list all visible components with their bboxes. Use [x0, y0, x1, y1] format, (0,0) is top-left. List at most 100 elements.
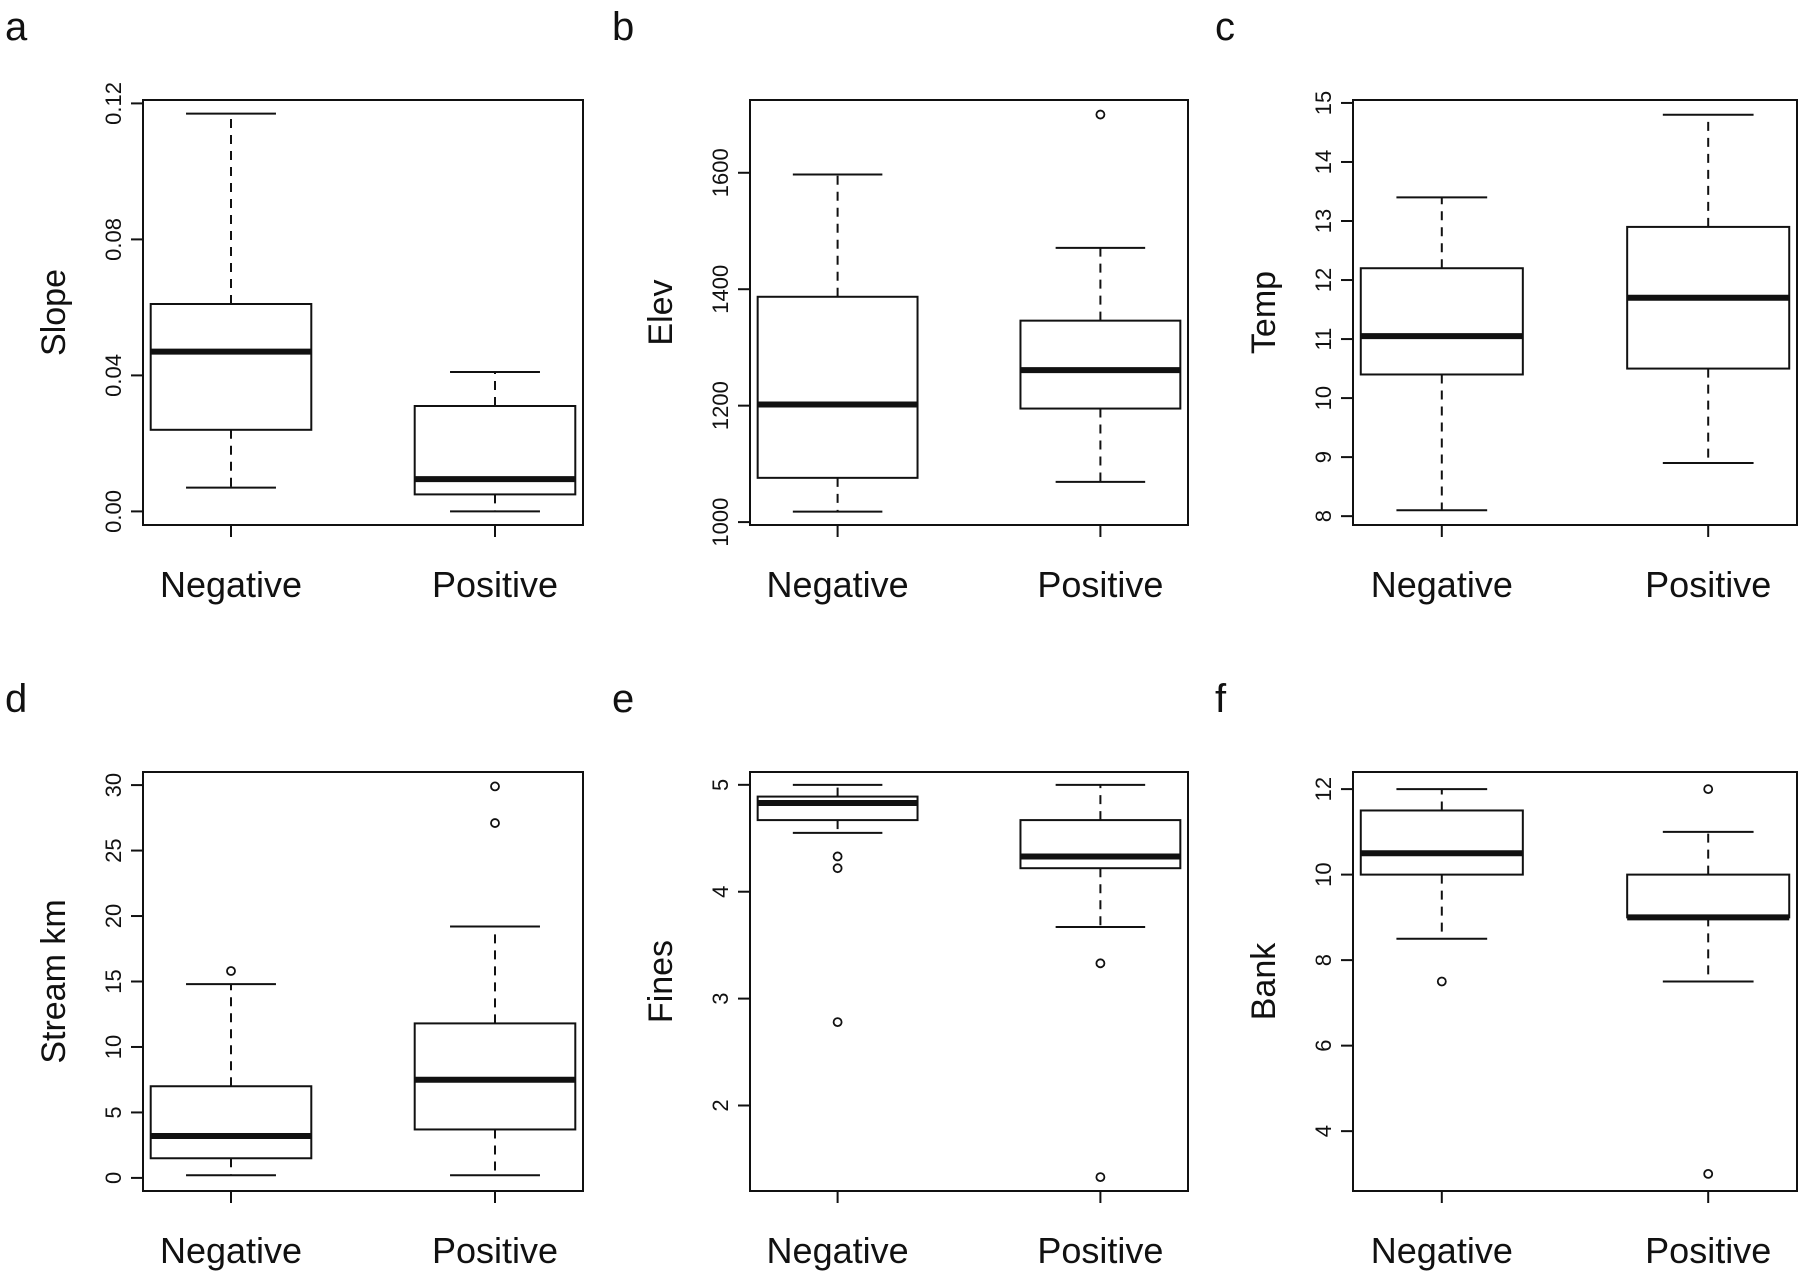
- outlier-point: [832, 1017, 843, 1028]
- iqr-box: [149, 1085, 313, 1160]
- y-axis: 4 6 8 10 12: [1311, 777, 1353, 1137]
- y-tick-label: 0.04: [101, 354, 126, 397]
- y-axis-label: Stream km: [35, 899, 73, 1063]
- y-tick-label: 10: [1311, 386, 1336, 410]
- y-tick-label: 14: [1311, 150, 1336, 174]
- plot-frame: [749, 99, 1189, 526]
- iqr-box: [1019, 819, 1182, 870]
- box-positive: [413, 371, 577, 513]
- x-tick-label: Negative: [767, 564, 909, 605]
- box-negative: [1359, 788, 1524, 987]
- y-tick-label: 12: [1311, 777, 1336, 801]
- boxplot-panel-f: f 4 6 8 10 12 Bank Negative Positive: [1215, 677, 1798, 1271]
- iqr-box: [413, 1022, 577, 1131]
- y-tick-label: 0.12: [101, 82, 126, 125]
- box-positive: [1019, 783, 1182, 1183]
- y-tick-label: 0.00: [101, 490, 126, 533]
- boxplot-panel-e: e 2 3 4 5 Fines Negative Positive: [612, 677, 1189, 1271]
- outlier-point: [1095, 1172, 1106, 1183]
- y-tick-label: 13: [1311, 209, 1336, 233]
- outlier-point: [832, 863, 843, 874]
- y-tick-label: 20: [101, 904, 126, 928]
- boxplot-panel-b: b 1000 1200 1400 1600 Elev Negative Positive: [612, 5, 1189, 605]
- y-tick-label: 5: [708, 779, 733, 791]
- plot-frame: [142, 99, 584, 526]
- x-tick-label: Negative: [160, 1230, 302, 1271]
- box-negative: [149, 966, 313, 1177]
- y-tick-label: 1600: [708, 148, 733, 197]
- y-tick-label: 8: [1311, 510, 1336, 522]
- y-tick-label: 1200: [708, 381, 733, 430]
- box-positive: [1626, 113, 1791, 465]
- y-axis-label: Bank: [1245, 942, 1283, 1020]
- y-tick-label: 30: [101, 773, 126, 797]
- outlier-point: [1095, 109, 1106, 120]
- iqr-box: [1359, 267, 1524, 376]
- boxplot-panel-a: a 0.00 0.04 0.08 0.12 Slope Negative Positive: [5, 5, 584, 605]
- y-tick-label: 2: [708, 1099, 733, 1111]
- boxplot-panel-d: d 0 5 10 15 20 25 30 Stream km Negative Positive: [5, 677, 584, 1271]
- y-tick-label: 0.08: [101, 218, 126, 261]
- outlier-point: [1436, 976, 1447, 987]
- y-axis: 8 9 10 11 12 13 14 15: [1311, 91, 1353, 522]
- y-axis-label: Slope: [35, 269, 73, 356]
- outlier-point: [490, 781, 500, 792]
- panel-letter: e: [612, 677, 634, 721]
- y-tick-label: 5: [101, 1106, 126, 1118]
- y-tick-label: 8: [1311, 954, 1336, 966]
- x-tick-label: Positive: [432, 1230, 558, 1271]
- y-tick-label: 0: [101, 1172, 126, 1184]
- y-tick-label: 15: [1311, 91, 1336, 115]
- y-tick-label: 10: [101, 1035, 126, 1059]
- box-positive: [1019, 109, 1182, 483]
- outlier-point: [1703, 1168, 1714, 1179]
- panel-letter: d: [5, 677, 27, 721]
- y-tick-label: 11: [1311, 328, 1336, 351]
- x-tick-label: Positive: [1645, 1230, 1771, 1271]
- y-tick-label: 6: [1311, 1040, 1336, 1052]
- plot-frame: [749, 771, 1189, 1192]
- y-axis-label: Temp: [1245, 271, 1283, 354]
- y-tick-label: 4: [708, 886, 733, 898]
- iqr-box: [149, 303, 313, 431]
- box-negative: [1359, 196, 1524, 512]
- y-axis: 0.00 0.04 0.08 0.12: [101, 82, 143, 533]
- y-axis: 2 3 4 5: [708, 779, 750, 1112]
- x-tick-label: Positive: [1037, 564, 1163, 605]
- y-tick-label: 1400: [708, 265, 733, 314]
- y-tick-label: 25: [101, 838, 126, 862]
- y-tick-label: 3: [708, 992, 733, 1004]
- y-axis: 0 5 10 15 20 25 30: [101, 773, 143, 1184]
- panel-letter: f: [1215, 677, 1227, 721]
- y-tick-label: 12: [1311, 268, 1336, 292]
- box-negative: [149, 112, 313, 489]
- outlier-point: [490, 818, 500, 828]
- x-tick-label: Positive: [1037, 1230, 1163, 1271]
- outlier-point: [832, 851, 843, 862]
- panel-letter: c: [1215, 5, 1235, 49]
- y-tick-label: 4: [1311, 1125, 1336, 1137]
- plot-frame: [1352, 771, 1798, 1192]
- y-tick-label: 15: [101, 969, 126, 993]
- x-tick-label: Positive: [1645, 564, 1771, 605]
- y-axis-label: Fines: [642, 940, 680, 1023]
- outlier-point: [1095, 958, 1106, 969]
- x-tick-label: Negative: [160, 564, 302, 605]
- x-tick-label: Negative: [767, 1230, 909, 1271]
- y-tick-label: 10: [1311, 862, 1336, 886]
- iqr-box: [1359, 809, 1524, 876]
- iqr-box: [1019, 319, 1182, 410]
- panel-letter: a: [5, 5, 28, 49]
- box-negative: [756, 783, 919, 1028]
- iqr-box: [1626, 873, 1791, 919]
- iqr-box: [756, 295, 919, 479]
- x-tick-label: Negative: [1371, 564, 1513, 605]
- y-tick-label: 1000: [708, 498, 733, 547]
- box-negative: [756, 173, 919, 513]
- y-axis-label: Elev: [642, 279, 680, 345]
- outlier-point: [1703, 784, 1714, 795]
- x-tick-label: Positive: [432, 564, 558, 605]
- panel-letter: b: [612, 5, 634, 49]
- boxplot-panel-c: c 8 9 10 11 12 13 14 15 Temp Negative Positive: [1215, 5, 1798, 605]
